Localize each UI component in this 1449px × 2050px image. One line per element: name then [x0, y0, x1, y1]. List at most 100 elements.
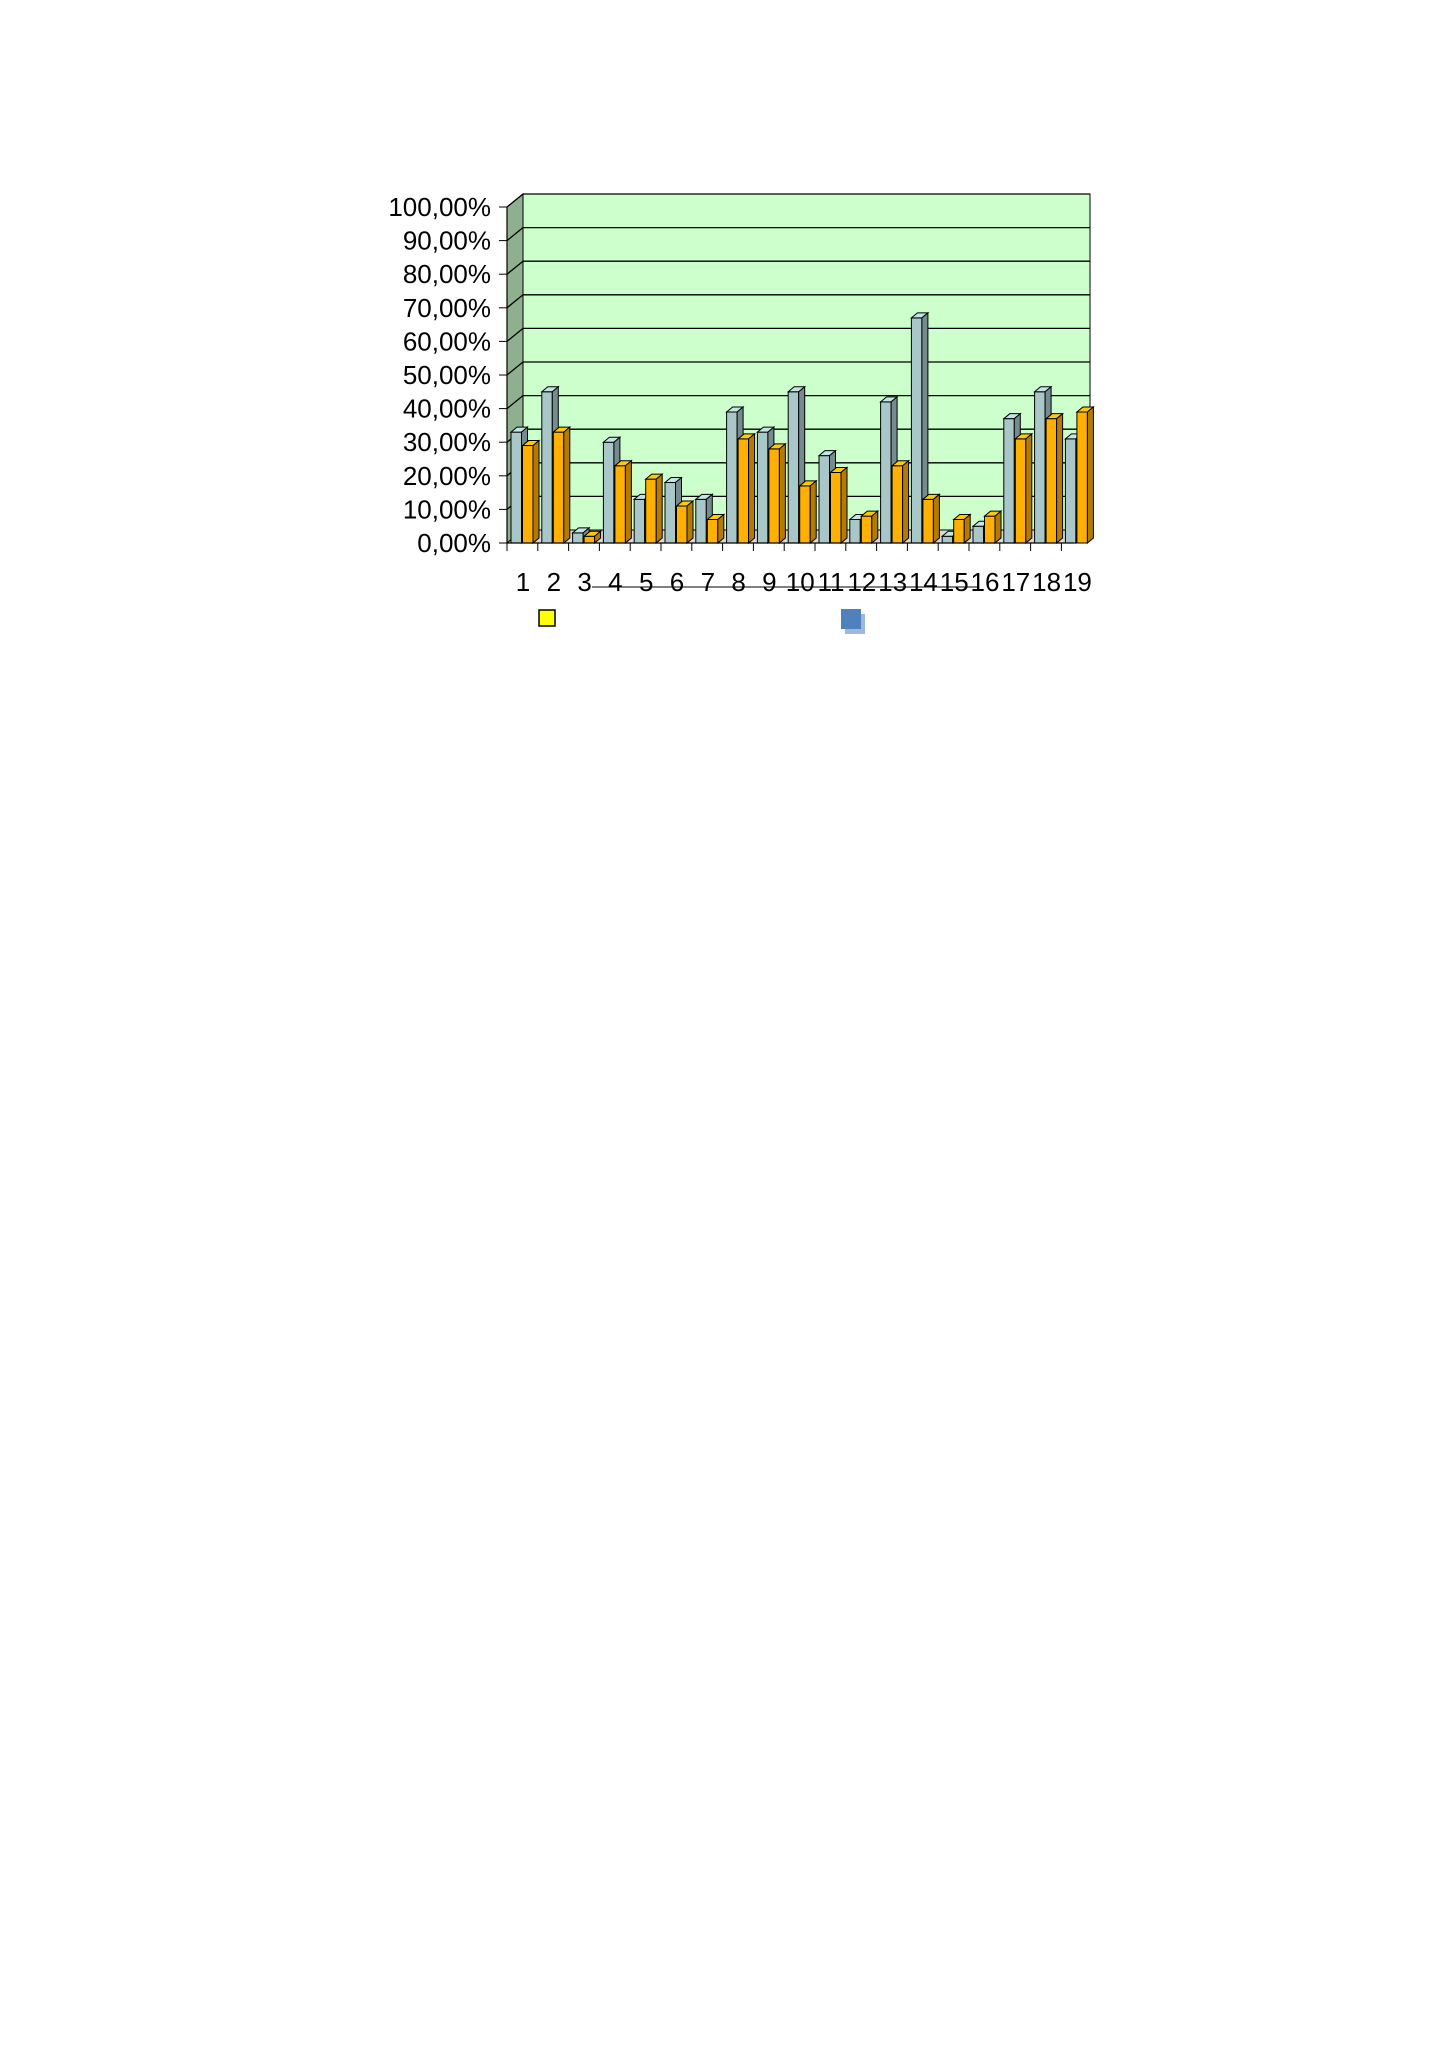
legend-marker-2 [841, 609, 861, 629]
x-tick-label: 5 [639, 567, 653, 597]
y-tick-label: 70,00% [403, 293, 491, 323]
bar-s2-19-front [1076, 411, 1088, 544]
bar-s2-3-front [583, 535, 596, 544]
gridline-side [506, 361, 524, 376]
bar-s1-13-front [880, 401, 892, 544]
x-tick-label: 2 [547, 567, 561, 597]
y-tick-label: 20,00% [403, 461, 491, 491]
bar-s2-1-front [522, 445, 534, 544]
x-tick-label: 18 [1032, 567, 1061, 597]
bar-s2-8 [736, 432, 756, 545]
bar-s2-18 [1044, 412, 1064, 545]
bar-s2-8-front [737, 438, 750, 544]
x-tick-label: 3 [577, 567, 591, 597]
bar-s2-13-front [891, 465, 904, 544]
bar-s2-19-side [1086, 405, 1094, 545]
y-tick-label: 90,00% [403, 226, 491, 256]
bar-chart: 0,00% 10,00% 20,00% 30,00% 40,00% 50,00% 60,00… [0, 0, 1449, 700]
y-tick-label: 40,00% [403, 394, 491, 424]
gridline-side [506, 193, 524, 208]
bar-s2-12-side [871, 510, 879, 545]
bar-s1-17-front [1003, 418, 1015, 544]
bar-s2-15-front [953, 518, 965, 544]
bar-s1-10-front [787, 391, 800, 544]
bar-s2-14-side [932, 493, 940, 545]
bar-s2-9-front [768, 448, 780, 544]
bar-s2-2-side [563, 426, 571, 545]
x-tick-label: 6 [670, 567, 684, 597]
bar-s2-9 [767, 442, 787, 545]
bar-s2-10 [798, 479, 818, 545]
bar-s2-14-front [922, 498, 934, 544]
bar-s2-17-front [1014, 438, 1027, 544]
bar-s2-6-front [676, 505, 688, 544]
y-tick-label: 60,00% [403, 326, 491, 356]
x-tick-label: 16 [971, 567, 1000, 597]
bar-s1-8-front [726, 411, 738, 544]
x-tick-label: 15 [940, 567, 969, 597]
bar-s1-12-front [849, 518, 861, 544]
x-tick-label: 17 [1001, 567, 1030, 597]
bar-s2-17-side [1025, 432, 1033, 545]
bar-s2-12 [859, 510, 880, 545]
bar-s2-16-side [994, 510, 1002, 545]
x-tick-label: 14 [909, 567, 938, 597]
bar-s1-16-front [972, 525, 984, 544]
bar-s1-14-front [910, 317, 923, 544]
x-tick-label: 19 [1063, 567, 1092, 597]
gridline-side [506, 260, 524, 275]
bar-s2-6 [675, 499, 695, 545]
bar-s2-19 [1075, 405, 1095, 545]
x-tick-label: 7 [701, 567, 715, 597]
bar-s2-3-side [594, 530, 602, 545]
gridline-side [506, 294, 524, 309]
bar-s2-16 [983, 510, 1003, 545]
bar-s1-11-front [818, 455, 830, 544]
bar-s2-15-side [963, 513, 971, 545]
bar-s2-2 [551, 426, 572, 545]
bar-s1-19-front [1064, 438, 1077, 544]
y-tick-label: 30,00% [403, 427, 491, 457]
gridline-side [506, 327, 524, 342]
y-tick-label: 10,00% [403, 494, 491, 524]
bar-s1-1-front [510, 431, 522, 544]
bar-s2-18-side [1056, 412, 1064, 545]
y-tick-label: 50,00% [403, 360, 491, 390]
bar-s2-5 [644, 473, 664, 545]
chart-canvas: 0,00% 10,00%20,00% 30,00%40,00% 50,00% 60,00… [388, 192, 1095, 634]
bar-s1-2-front [541, 391, 553, 544]
bar-s2-11-side [840, 466, 848, 545]
x-tick-label: 8 [731, 567, 745, 597]
bar-s2-4-front [614, 465, 626, 544]
bar-s2-12-front [860, 515, 873, 544]
gridline-side [506, 227, 524, 242]
bar-s1-5-front [633, 498, 646, 544]
x-tick-label: 10 [786, 567, 815, 597]
y-tick-label: 80,00% [403, 259, 491, 289]
bar-s2-15 [952, 513, 972, 545]
bar-s2-6-side [686, 499, 694, 545]
gridline-side [506, 395, 524, 410]
x-tick-label: 1 [516, 567, 530, 597]
bar-s2-14 [921, 493, 941, 545]
bar-s2-2-front [552, 431, 565, 544]
y-tick-label: 0,00% [417, 528, 491, 558]
bar-s1-6-front [664, 482, 676, 544]
bar-s2-1-side [532, 439, 540, 545]
bar-s2-4-side [624, 459, 632, 545]
bar-s2-11-front [830, 471, 842, 544]
bar-s1-7-front [695, 498, 707, 544]
x-tick-label: 4 [608, 567, 622, 597]
bar-s2-5-side [655, 473, 663, 545]
bar-s1-3-front [572, 532, 584, 544]
x-tick-label: 11 [818, 567, 845, 597]
bar-s2-7-front [706, 518, 719, 544]
bar-s2-4 [613, 459, 633, 545]
bar-s2-7 [705, 513, 726, 545]
bar-s2-17 [1013, 432, 1034, 545]
bar-s2-13 [890, 459, 910, 545]
bar-s2-10-side [809, 479, 817, 545]
bar-s2-7-side [717, 513, 725, 545]
bar-s2-5-front [645, 478, 657, 544]
bar-s2-9-side [778, 442, 786, 545]
